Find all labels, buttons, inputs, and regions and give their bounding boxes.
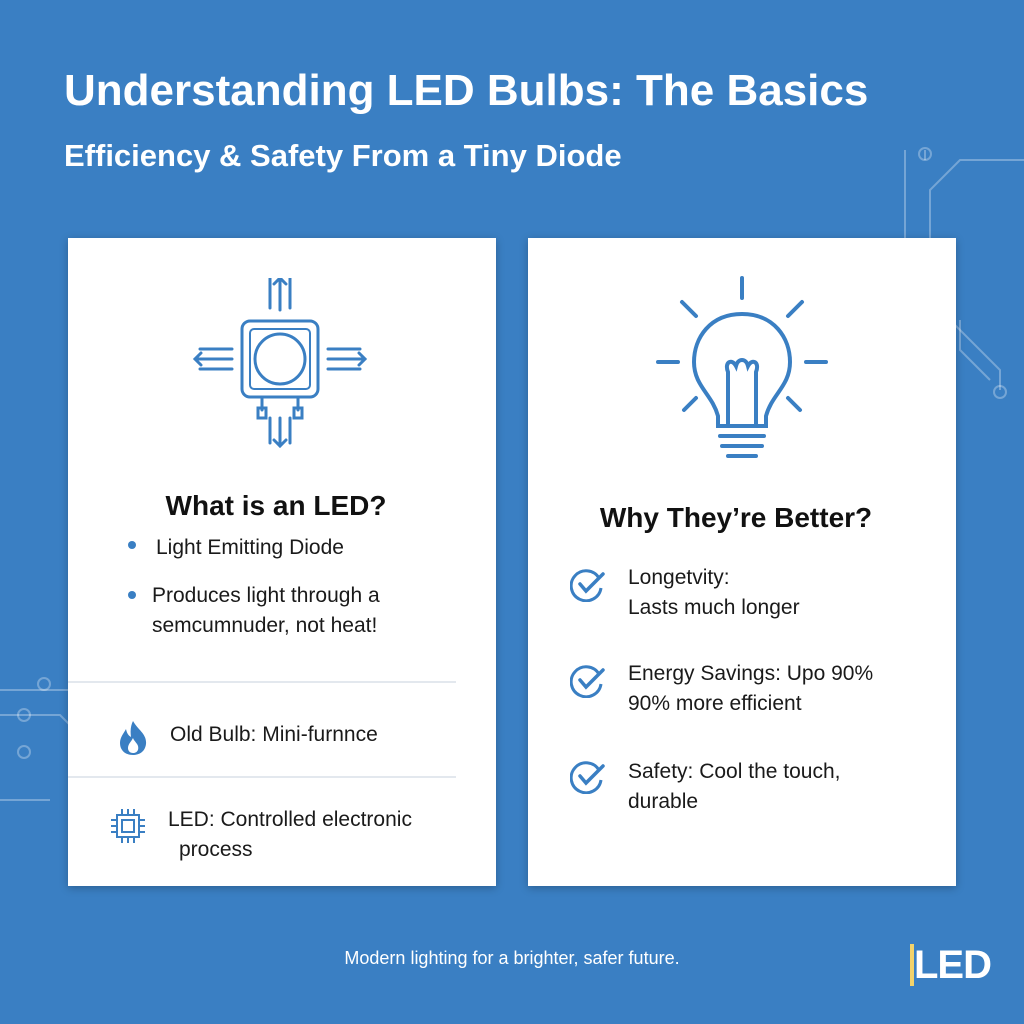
bullet-text: semcumnuder, not heat! bbox=[152, 614, 378, 637]
led-logo: LED bbox=[910, 944, 992, 986]
benefit-title: Safety: Cool the touch, bbox=[628, 757, 840, 787]
check-circle-icon bbox=[570, 569, 605, 602]
page-title: Understanding LED Bulbs: The Basics bbox=[64, 66, 869, 115]
flame-icon bbox=[120, 721, 147, 755]
benefit-title-label: Safety: bbox=[628, 760, 694, 783]
footer-tagline: Modern lighting for a brighter, safer fu… bbox=[344, 948, 680, 968]
comparison-led-line2: process bbox=[179, 838, 253, 861]
why-better-card: Why They’re Better? Longetvity: Lasts mu… bbox=[528, 238, 956, 886]
lightbulb-icon bbox=[656, 276, 828, 458]
comparison-led-line1: LED: Controlled electronic bbox=[168, 808, 412, 831]
page-subtitle: Efficiency & Safety From a Tiny Diode bbox=[64, 138, 622, 173]
what-is-led-card: What is an LED? Light Emitting Diode Pro… bbox=[68, 238, 496, 886]
benefit-title-rest: Cool the touch, bbox=[693, 760, 841, 783]
bullet-dot bbox=[128, 591, 136, 599]
chip-icon bbox=[111, 809, 145, 843]
check-circle-icon bbox=[570, 761, 605, 794]
divider bbox=[68, 681, 456, 683]
benefit-title: Energy Savings: Upo 90% bbox=[628, 659, 873, 689]
comparison-old-bulb: Old Bulb: Mini-furnnce bbox=[170, 723, 378, 746]
benefit-desc: Lasts much longer bbox=[628, 596, 800, 619]
bullet-text: Produces light through a bbox=[152, 584, 380, 607]
benefit-title-label: Energy Savings: bbox=[628, 662, 781, 685]
check-circle-icon bbox=[570, 665, 605, 698]
benefit-title-rest: Upo 90% bbox=[780, 662, 874, 685]
benefit-desc: 90% more efficient bbox=[628, 692, 802, 715]
bullet-text: Light Emitting Diode bbox=[156, 536, 344, 559]
divider bbox=[68, 776, 456, 778]
led-chip-icon bbox=[192, 278, 368, 448]
bullet-dot bbox=[128, 541, 136, 549]
benefit-desc: durable bbox=[628, 790, 699, 813]
card-heading: Why They’re Better? bbox=[599, 502, 873, 533]
benefit-title: Longetvity: bbox=[628, 566, 730, 589]
card-heading: What is an LED? bbox=[165, 490, 387, 521]
